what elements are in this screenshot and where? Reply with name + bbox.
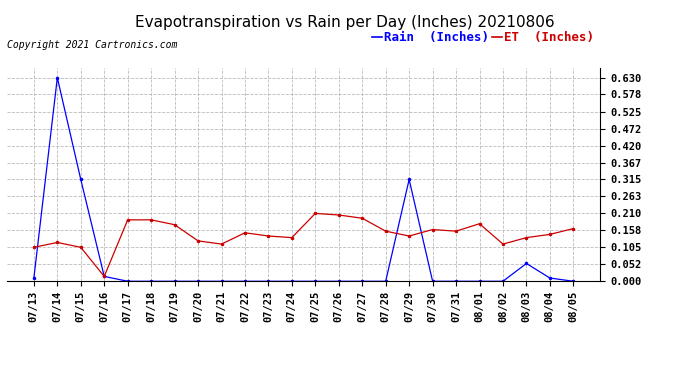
Text: Copyright 2021 Cartronics.com: Copyright 2021 Cartronics.com xyxy=(7,40,177,50)
Legend: Rain  (Inches), ET  (Inches): Rain (Inches), ET (Inches) xyxy=(371,31,594,44)
Text: Evapotranspiration vs Rain per Day (Inches) 20210806: Evapotranspiration vs Rain per Day (Inch… xyxy=(135,15,555,30)
